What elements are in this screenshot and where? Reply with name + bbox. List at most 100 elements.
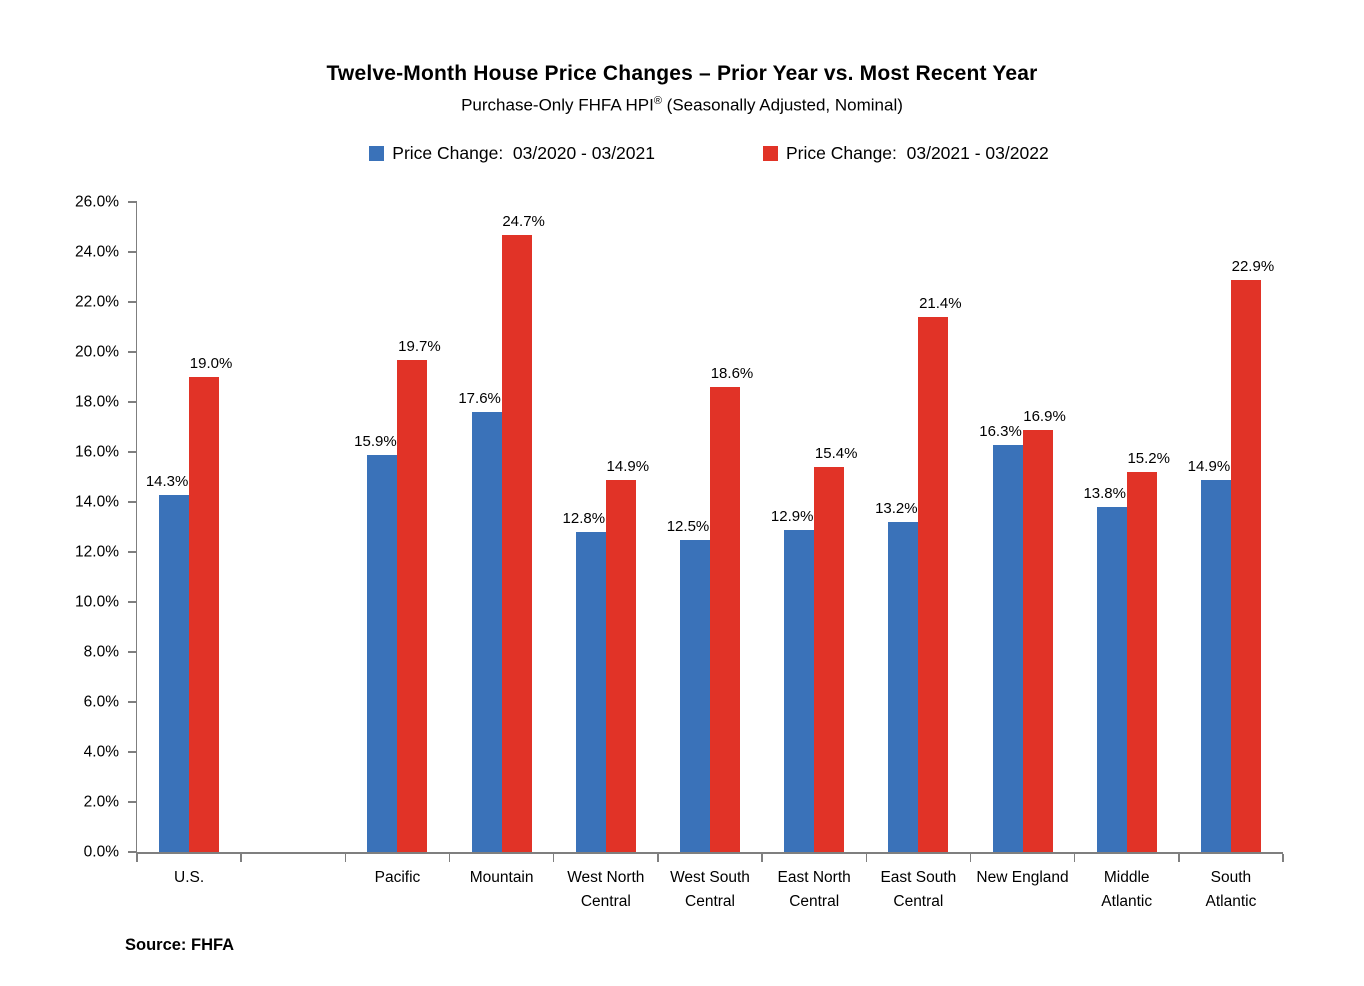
plot-area: 0.0% 2.0% 4.0% 6.0% 8.0% 10.0% 12.0% 14.0% 16.0%…	[75, 194, 1284, 910]
bar-value-label: 16.9%	[1023, 407, 1066, 425]
x-category-label: East North Central	[777, 869, 851, 911]
y-axis-tick-label: 2.0%	[83, 793, 119, 811]
subtitle-text: Purchase-Only FHFA HPI	[461, 95, 654, 115]
y-axis-tick	[128, 201, 137, 203]
x-category-label: East South Central	[880, 869, 957, 911]
y-axis-tick	[128, 551, 137, 553]
y-axis-tick	[128, 301, 137, 303]
x-axis-tick	[448, 854, 451, 862]
x-category-label: Mountain	[469, 869, 534, 886]
y-axis-tick	[128, 351, 137, 353]
bar-recent-year	[1230, 279, 1261, 852]
bar-prior-year	[992, 444, 1023, 852]
x-axis-tick	[865, 854, 868, 862]
registered-trademark-symbol: ®	[653, 95, 662, 107]
x-axis-tick	[344, 854, 347, 862]
bar-value-label: 12.8%	[562, 510, 606, 527]
x-axis-tick	[240, 854, 242, 862]
bar-prior-year	[1200, 479, 1231, 852]
bar-value-label: 14.3%	[145, 472, 189, 490]
y-axis-tick-label: 24.0%	[75, 243, 119, 261]
bar-prior-year	[680, 539, 710, 852]
bar-recent-year	[189, 377, 220, 852]
legend-swatch-blue-icon	[369, 146, 385, 161]
bar-recent-year	[397, 359, 428, 852]
chart-title: Twelve-Month House Price Changes – Prior…	[326, 62, 1038, 85]
y-axis-tick-label: 8.0%	[83, 643, 119, 661]
bar-value-label: 14.9%	[606, 457, 650, 475]
x-category-label: South Atlantic	[1205, 869, 1257, 911]
bar-prior-year	[367, 454, 398, 852]
x-category-label: West North Central	[567, 869, 645, 911]
y-axis-tick-label: 14.0%	[75, 493, 119, 511]
bar-value-label: 13.2%	[875, 500, 918, 517]
y-axis-tick	[128, 501, 137, 503]
y-axis-tick	[128, 801, 137, 803]
bar-value-label: 24.7%	[502, 212, 545, 230]
subtitle-text-suffix: (Seasonally Adjusted, Nominal)	[661, 95, 903, 115]
y-axis-tick-label: 10.0%	[75, 593, 119, 611]
bar-prior-year	[1096, 507, 1127, 852]
y-axis-tick-label: 6.0%	[83, 693, 119, 711]
legend-label-prior-year: Price Change: 03/2020 - 03/2021	[392, 143, 655, 163]
x-axis-tick	[1282, 854, 1284, 862]
legend-swatch-red-icon	[763, 146, 778, 161]
bar-value-label: 21.4%	[919, 295, 962, 312]
x-category-label: Pacific	[374, 869, 421, 886]
x-axis-tick	[136, 854, 138, 862]
bar-recent-year	[1022, 429, 1053, 852]
bar-value-label: 17.6%	[458, 390, 501, 407]
x-category-label: New England	[976, 869, 1069, 886]
y-axis-tick	[128, 251, 137, 253]
y-axis-tick-label: 26.0%	[75, 193, 119, 211]
bar-prior-year	[471, 412, 502, 852]
y-axis-tick	[128, 651, 137, 653]
bar-recent-year	[501, 234, 532, 852]
source-note: Source: FHFA	[125, 936, 235, 954]
bar-value-label: 15.9%	[354, 432, 397, 450]
bar-value-label: 16.3%	[979, 422, 1022, 440]
bar-value-label: 15.2%	[1127, 450, 1170, 467]
x-axis-tick	[552, 854, 555, 862]
y-axis-tick-label: 20.0%	[75, 343, 119, 361]
y-axis-tick-label: 18.0%	[75, 393, 119, 411]
bar-recent-year	[605, 479, 636, 852]
y-axis-tick-label: 4.0%	[83, 743, 119, 761]
y-axis-tick	[128, 601, 137, 603]
legend-item-prior-year: Price Change: 03/2020 - 03/2021	[369, 143, 655, 164]
legend-item-recent-year: Price Change: 03/2021 - 03/2022	[763, 143, 1049, 164]
x-axis-tick	[1073, 854, 1076, 862]
x-axis-tick	[969, 854, 972, 862]
y-axis-tick	[128, 451, 137, 453]
y-axis-tick-label: 12.0%	[75, 543, 119, 561]
bar-prior-year	[784, 529, 815, 852]
bar-value-label: 12.9%	[770, 507, 814, 525]
x-axis-tick	[761, 854, 763, 862]
bar-value-label: 13.8%	[1083, 485, 1126, 502]
bar-prior-year	[159, 494, 190, 852]
x-category-label: West South Central	[670, 869, 750, 911]
bar-recent-year	[1126, 472, 1157, 852]
x-axis-tick	[1178, 854, 1180, 862]
legend-label-recent-year: Price Change: 03/2021 - 03/2022	[786, 143, 1049, 163]
bar-value-label: 22.9%	[1231, 257, 1275, 275]
bar-value-label: 14.9%	[1187, 457, 1231, 475]
y-axis-tick-label: 22.0%	[75, 293, 119, 311]
y-axis-tick	[128, 701, 137, 703]
bar-value-label: 19.0%	[189, 355, 233, 372]
bar-value-label: 15.4%	[814, 445, 858, 462]
chart-subtitle: Purchase-Only FHFA HPI® (Seasonally Adju…	[0, 95, 1364, 116]
bar-recent-year	[814, 467, 845, 852]
bar-prior-year	[888, 522, 919, 852]
y-axis-tick	[128, 851, 137, 853]
bar-recent-year	[918, 317, 949, 852]
y-axis-tick-label: 0.0%	[83, 843, 119, 861]
y-axis-tick	[128, 751, 137, 753]
x-category-label: U.S.	[174, 869, 205, 886]
y-axis-tick	[128, 401, 137, 403]
x-axis-tick	[657, 854, 659, 862]
y-axis-tick-label: 16.0%	[75, 443, 119, 461]
bar-value-label: 19.7%	[398, 337, 441, 355]
bar-prior-year	[575, 532, 606, 852]
